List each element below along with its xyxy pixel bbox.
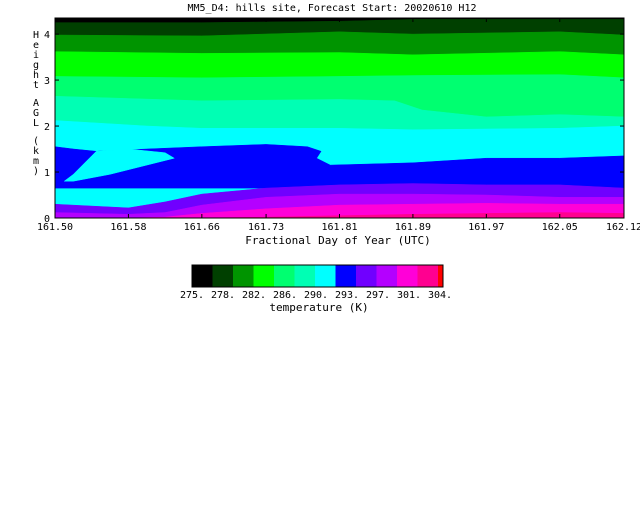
- colorbar-tick-label: 293.: [335, 290, 359, 301]
- colorbar-tick-label: 297.: [366, 290, 390, 301]
- contour-bands: [54, 17, 625, 219]
- colorbar-swatch: [438, 265, 443, 287]
- y-axis-label-char: e: [33, 40, 39, 51]
- y-axis-label-char: h: [33, 70, 39, 81]
- y-axis-label-char: L: [33, 118, 39, 129]
- y-tick-label: 4: [44, 30, 50, 41]
- colorbar-tick-label: 286.: [273, 290, 297, 301]
- y-tick-label: 0: [44, 214, 50, 225]
- x-tick-label: 161.50: [37, 222, 73, 233]
- colorbar-swatch: [397, 265, 418, 287]
- colorbar-swatch: [315, 265, 336, 287]
- y-axis-label-char: i: [33, 50, 39, 61]
- colorbar-tick-label: 278.: [211, 290, 235, 301]
- colorbar-tick-label: 282.: [242, 290, 266, 301]
- y-axis-label-char: A: [33, 98, 39, 109]
- x-axis-label: Fractional Day of Year (UTC): [245, 234, 430, 247]
- y-axis-label-char: m: [33, 156, 39, 167]
- x-tick-label: 161.58: [110, 222, 146, 233]
- y-tick-label: 3: [44, 76, 50, 87]
- x-tick-label: 161.66: [184, 222, 220, 233]
- colorbar-swatch: [274, 265, 295, 287]
- x-tick-label: 161.81: [321, 222, 357, 233]
- y-axis-label-char: ): [33, 166, 39, 177]
- colorbar-swatch: [233, 265, 254, 287]
- chart-title: MM5_D4: hills site, Forecast Start: 2002…: [188, 3, 477, 14]
- y-axis-label-char: k: [33, 146, 39, 157]
- colorbar-label: temperature (K): [269, 301, 368, 314]
- colorbar-swatch: [417, 265, 438, 287]
- y-tick-label: 1: [44, 168, 50, 179]
- x-tick-label: 162.12: [606, 222, 640, 233]
- colorbar-swatch: [192, 265, 213, 287]
- colorbar-tick-label: 304.: [428, 290, 452, 301]
- colorbar-tick-label: 301.: [397, 290, 421, 301]
- x-tick-label: 161.89: [395, 222, 431, 233]
- x-tick-label: 161.97: [468, 222, 504, 233]
- colorbar-swatch: [356, 265, 377, 287]
- y-axis-label-char: H: [33, 30, 39, 41]
- x-tick-label: 161.73: [248, 222, 284, 233]
- colorbar-legend: 275. 278. 282. 286. 290. 293. 297. 301. 304.: [180, 264, 452, 301]
- colorbar-swatch: [253, 265, 274, 287]
- x-tick-label: 162.05: [542, 222, 578, 233]
- y-axis-label-char: t: [33, 80, 39, 91]
- x-axis: 161.50 161.58 161.66 161.73 161.81 161.89 161.…: [37, 18, 640, 233]
- colorbar-swatch: [335, 265, 356, 287]
- colorbar-swatch: [376, 265, 397, 287]
- contour-band: [63, 148, 175, 182]
- y-axis: 0 1 2 3 4: [44, 30, 624, 225]
- y-axis-label-char: G: [33, 108, 39, 119]
- colorbar-frame: [191, 264, 444, 288]
- y-tick-label: 2: [44, 122, 50, 133]
- y-axis-label-char: (: [33, 136, 39, 147]
- colorbar-tick-label: 290.: [304, 290, 328, 301]
- colorbar-tick-label: 275.: [180, 290, 204, 301]
- colorbar-swatch: [212, 265, 233, 287]
- y-axis-label-char: g: [33, 60, 39, 71]
- colorbar-swatch: [294, 265, 315, 287]
